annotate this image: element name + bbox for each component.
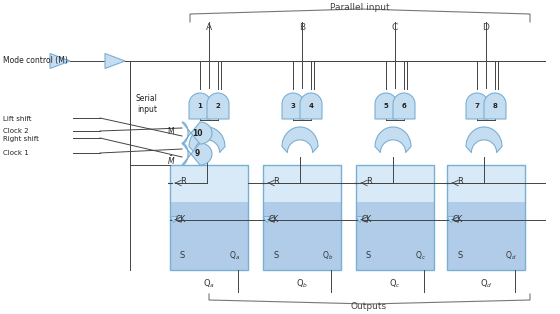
Text: Q$_d$: Q$_d$ bbox=[480, 278, 492, 290]
Bar bbox=[356, 202, 434, 270]
Text: 2: 2 bbox=[216, 102, 221, 109]
Text: CK: CK bbox=[453, 215, 463, 224]
Text: Q$_a$: Q$_a$ bbox=[203, 278, 215, 290]
Text: S: S bbox=[457, 251, 462, 260]
Text: Q$_c$: Q$_c$ bbox=[389, 278, 401, 290]
Text: Q$_c$: Q$_c$ bbox=[415, 250, 426, 262]
Text: S: S bbox=[366, 251, 371, 260]
Text: 1: 1 bbox=[198, 102, 202, 109]
Text: Q$_a$: Q$_a$ bbox=[229, 250, 240, 262]
Text: 5: 5 bbox=[384, 102, 389, 109]
Bar bbox=[447, 165, 525, 270]
Text: Outputs: Outputs bbox=[351, 302, 387, 311]
Text: B: B bbox=[299, 23, 305, 32]
Text: Clock 2: Clock 2 bbox=[3, 128, 29, 134]
Text: Clock 1: Clock 1 bbox=[3, 150, 29, 156]
Bar bbox=[447, 165, 525, 202]
Polygon shape bbox=[189, 127, 225, 153]
Polygon shape bbox=[375, 127, 411, 153]
Polygon shape bbox=[182, 122, 212, 144]
Polygon shape bbox=[105, 53, 125, 68]
Text: CK: CK bbox=[176, 215, 186, 224]
Bar bbox=[263, 202, 341, 270]
Text: CK: CK bbox=[269, 215, 279, 224]
Text: R: R bbox=[366, 177, 372, 186]
Text: R: R bbox=[273, 177, 279, 186]
Bar bbox=[356, 165, 434, 202]
Text: Q$_d$: Q$_d$ bbox=[506, 250, 517, 262]
Text: Serial
input: Serial input bbox=[135, 94, 157, 114]
Text: M: M bbox=[167, 127, 174, 136]
Text: 10: 10 bbox=[192, 128, 202, 138]
Text: CK: CK bbox=[362, 215, 372, 224]
Text: Parallel input: Parallel input bbox=[330, 3, 390, 12]
Text: 6: 6 bbox=[402, 102, 407, 109]
Text: S: S bbox=[273, 251, 278, 260]
Bar bbox=[447, 202, 525, 270]
Text: Q$_b$: Q$_b$ bbox=[322, 250, 333, 262]
Polygon shape bbox=[207, 93, 229, 119]
Polygon shape bbox=[189, 93, 211, 119]
Polygon shape bbox=[466, 127, 502, 153]
Polygon shape bbox=[484, 93, 506, 119]
Text: C: C bbox=[392, 23, 398, 32]
Text: R: R bbox=[457, 177, 463, 186]
Polygon shape bbox=[300, 93, 322, 119]
Text: 4: 4 bbox=[309, 102, 314, 109]
Text: Lift shift: Lift shift bbox=[3, 116, 31, 122]
Polygon shape bbox=[182, 143, 212, 165]
Polygon shape bbox=[50, 53, 70, 68]
Text: Q$_b$: Q$_b$ bbox=[296, 278, 308, 290]
Text: 7: 7 bbox=[474, 102, 479, 109]
Polygon shape bbox=[447, 217, 455, 223]
Bar bbox=[356, 165, 434, 270]
Text: D: D bbox=[483, 23, 489, 32]
Polygon shape bbox=[356, 217, 364, 223]
Text: S: S bbox=[180, 251, 185, 260]
Polygon shape bbox=[282, 127, 318, 153]
Text: 9: 9 bbox=[194, 149, 199, 159]
Bar bbox=[170, 165, 248, 202]
Polygon shape bbox=[393, 93, 415, 119]
Bar bbox=[170, 202, 248, 270]
Bar bbox=[170, 165, 248, 270]
Polygon shape bbox=[375, 93, 397, 119]
Text: Mode control (M): Mode control (M) bbox=[3, 57, 68, 66]
Polygon shape bbox=[466, 93, 488, 119]
Text: A: A bbox=[206, 23, 212, 32]
Polygon shape bbox=[282, 93, 304, 119]
Bar bbox=[263, 165, 341, 202]
Polygon shape bbox=[263, 217, 271, 223]
Text: R: R bbox=[180, 177, 186, 186]
Text: $\bar{M}$: $\bar{M}$ bbox=[167, 155, 175, 167]
Text: 3: 3 bbox=[291, 102, 296, 109]
Bar bbox=[263, 165, 341, 270]
Text: Right shift: Right shift bbox=[3, 136, 39, 142]
Text: 8: 8 bbox=[493, 102, 497, 109]
Polygon shape bbox=[170, 217, 178, 223]
